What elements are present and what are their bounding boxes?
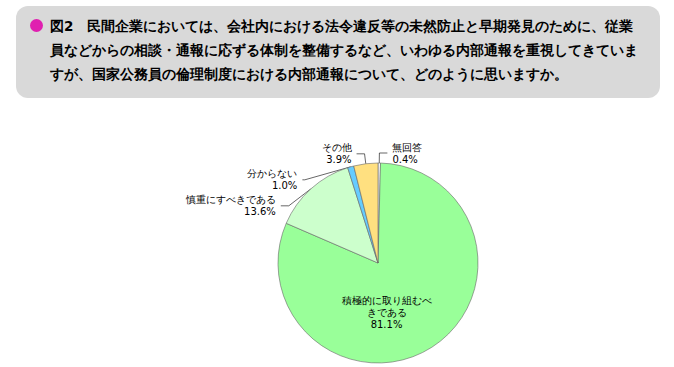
svg-text:積極的に取り組むべ: 積極的に取り組むべ [342, 295, 432, 306]
svg-text:分からない: 分からない [247, 168, 297, 179]
svg-text:その他: その他 [322, 142, 352, 153]
svg-text:81.1%: 81.1% [371, 319, 403, 330]
svg-text:13.6%: 13.6% [244, 206, 276, 217]
svg-text:慎重にすべきである: 慎重にすべきである [185, 194, 276, 205]
svg-text:1.0%: 1.0% [272, 180, 297, 191]
svg-text:3.9%: 3.9% [326, 154, 351, 165]
svg-text:無回答: 無回答 [392, 142, 422, 153]
html-text:図2 民間企業においては、会社内における法令違反等の未然防止: 図2 民間企業においては、会社内における法令違反等の未然防止と早期発見のために、… [50, 18, 638, 82]
svg-text:0.4%: 0.4% [392, 154, 417, 165]
svg-text:きである: きである [367, 307, 407, 318]
